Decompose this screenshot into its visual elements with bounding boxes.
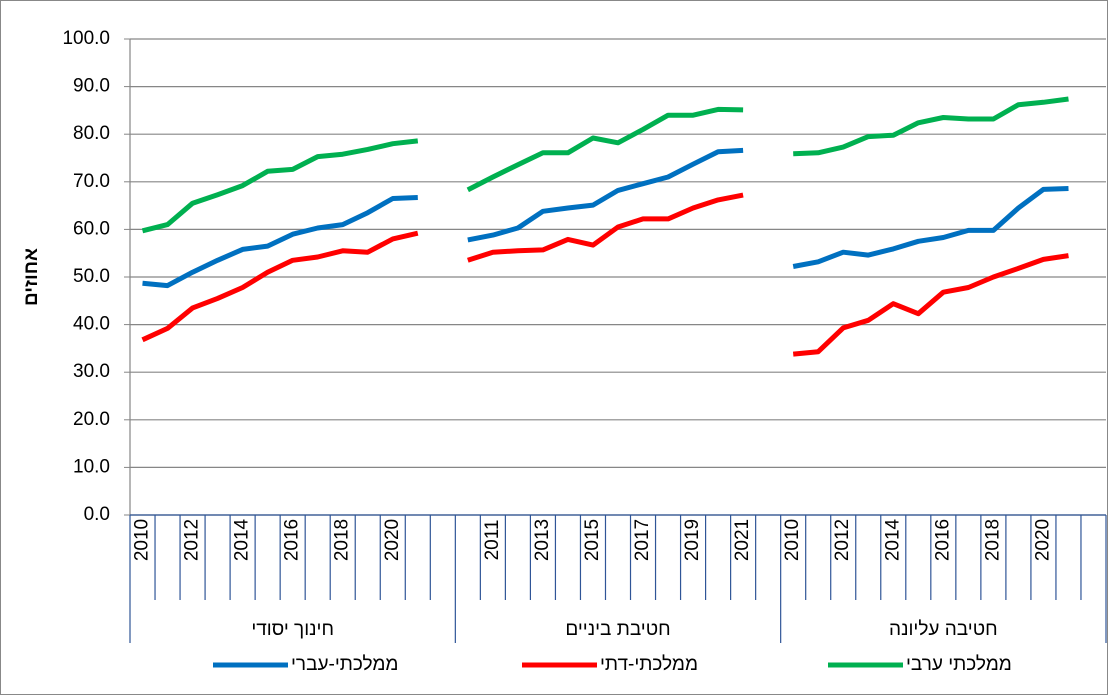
x-tick-label: 2020 xyxy=(382,519,403,561)
x-tick-label: 2013 xyxy=(532,519,553,561)
group-label: חטיבת ביניים xyxy=(565,619,670,640)
x-tick-label: 2019 xyxy=(682,519,703,561)
x-tick-label: 2010 xyxy=(132,519,153,561)
y-tick-label: 70.0 xyxy=(73,171,110,192)
x-tick-label: 2012 xyxy=(832,519,853,561)
x-tick-label: 2010 xyxy=(782,519,803,561)
x-tick-label: 2012 xyxy=(182,519,203,561)
y-tick-label: 60.0 xyxy=(73,218,110,239)
y-tick-label: 40.0 xyxy=(73,314,110,335)
x-tick-label: 2015 xyxy=(582,519,603,561)
y-tick-label: 0.0 xyxy=(84,504,110,525)
y-axis-title: אחוזים xyxy=(21,248,42,306)
series-line xyxy=(142,147,1069,289)
y-tick-label: 10.0 xyxy=(73,456,110,477)
legend-label: ממלכתי-דתי xyxy=(600,654,698,675)
x-tick-label: 2011 xyxy=(482,520,503,561)
series-line xyxy=(141,192,1069,357)
x-tick-label: 2018 xyxy=(332,519,353,561)
y-tick-label: 30.0 xyxy=(73,361,110,382)
y-tick-label: 100.0 xyxy=(62,28,110,49)
legend-label: ממלכתי ערבי xyxy=(906,654,1012,675)
series-line xyxy=(141,96,1069,234)
group-label: חטיבה עליונה xyxy=(889,619,998,640)
x-tick-label: 2014 xyxy=(232,518,253,561)
x-tick-label: 2020 xyxy=(1032,519,1053,561)
y-tick-label: 50.0 xyxy=(73,266,110,287)
x-tick-label: 2016 xyxy=(282,519,303,561)
legend-label: ממלכתי-עברי xyxy=(291,654,398,675)
y-tick-label: 90.0 xyxy=(73,76,110,97)
x-tick-label: 2016 xyxy=(932,519,953,561)
y-tick-label: 80.0 xyxy=(73,123,110,144)
group-label: חינוך יסודי xyxy=(251,619,334,640)
x-tick-label: 2017 xyxy=(632,519,653,561)
x-tick-label: 2018 xyxy=(982,519,1003,561)
x-tick-label: 2014 xyxy=(882,518,903,561)
x-tick-label: 2021 xyxy=(732,519,753,561)
y-tick-label: 20.0 xyxy=(73,409,110,430)
